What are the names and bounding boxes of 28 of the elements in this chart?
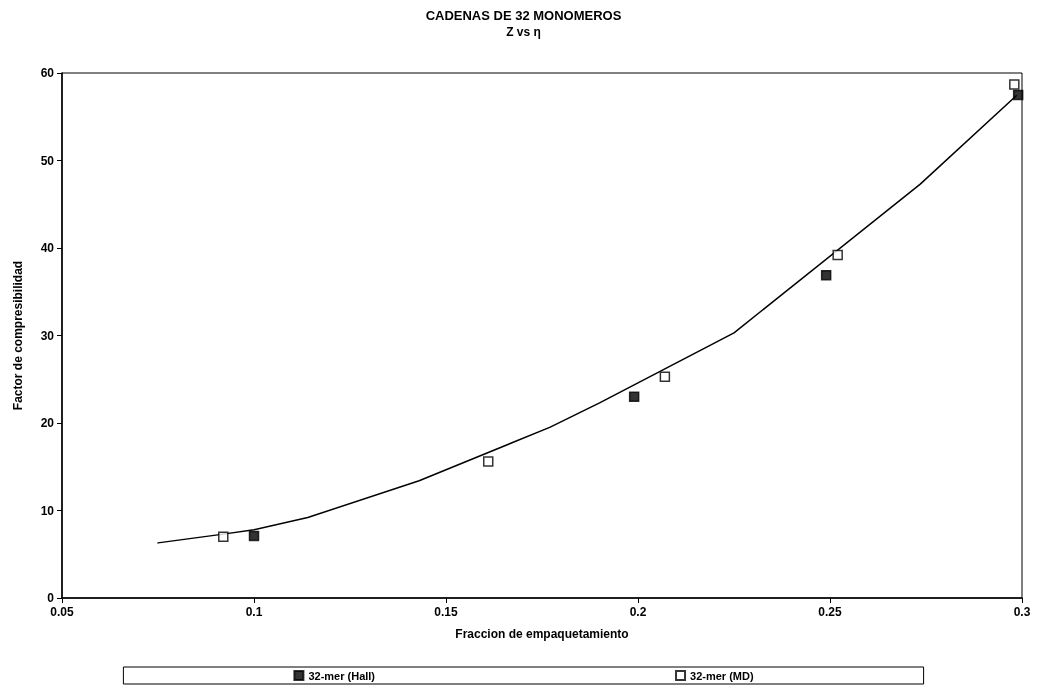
x-axis-title: Fraccion de empaquetamiento xyxy=(455,627,629,641)
y-tick-label: 60 xyxy=(40,66,55,80)
point xyxy=(628,391,640,402)
y-tick-label: 50 xyxy=(40,153,55,168)
chart-subtitle: Z vs η xyxy=(506,25,541,39)
chart-title: CADENAS DE 32 MONOMEROS xyxy=(425,8,622,23)
y-tick-label: 20 xyxy=(40,416,55,430)
x-tick-label: 0.3 xyxy=(1013,605,1031,619)
point xyxy=(482,456,494,467)
point xyxy=(832,249,843,261)
x-tick-label: 0.05 xyxy=(50,605,74,619)
y-tick-label: 0 xyxy=(47,591,55,605)
legend-label: 32-mer (Hall) xyxy=(308,669,376,682)
point xyxy=(1009,79,1020,90)
x-tick-label: 0.25 xyxy=(818,605,842,619)
point xyxy=(1012,89,1024,101)
legend-label: 32-mer (MD) xyxy=(690,669,754,682)
y-tick-label: 10 xyxy=(40,503,55,518)
y-tick-label: 40 xyxy=(40,241,55,255)
point xyxy=(659,371,671,382)
point xyxy=(218,531,229,542)
x-tick-label: 0.1 xyxy=(245,605,263,619)
point xyxy=(820,269,832,281)
x-tick-label: 0.15 xyxy=(434,605,458,619)
point xyxy=(248,530,260,542)
y-axis-title: Factor de compresibilidad xyxy=(11,260,25,411)
y-tick-label: 30 xyxy=(40,328,55,343)
x-tick-label: 0.2 xyxy=(629,605,647,619)
